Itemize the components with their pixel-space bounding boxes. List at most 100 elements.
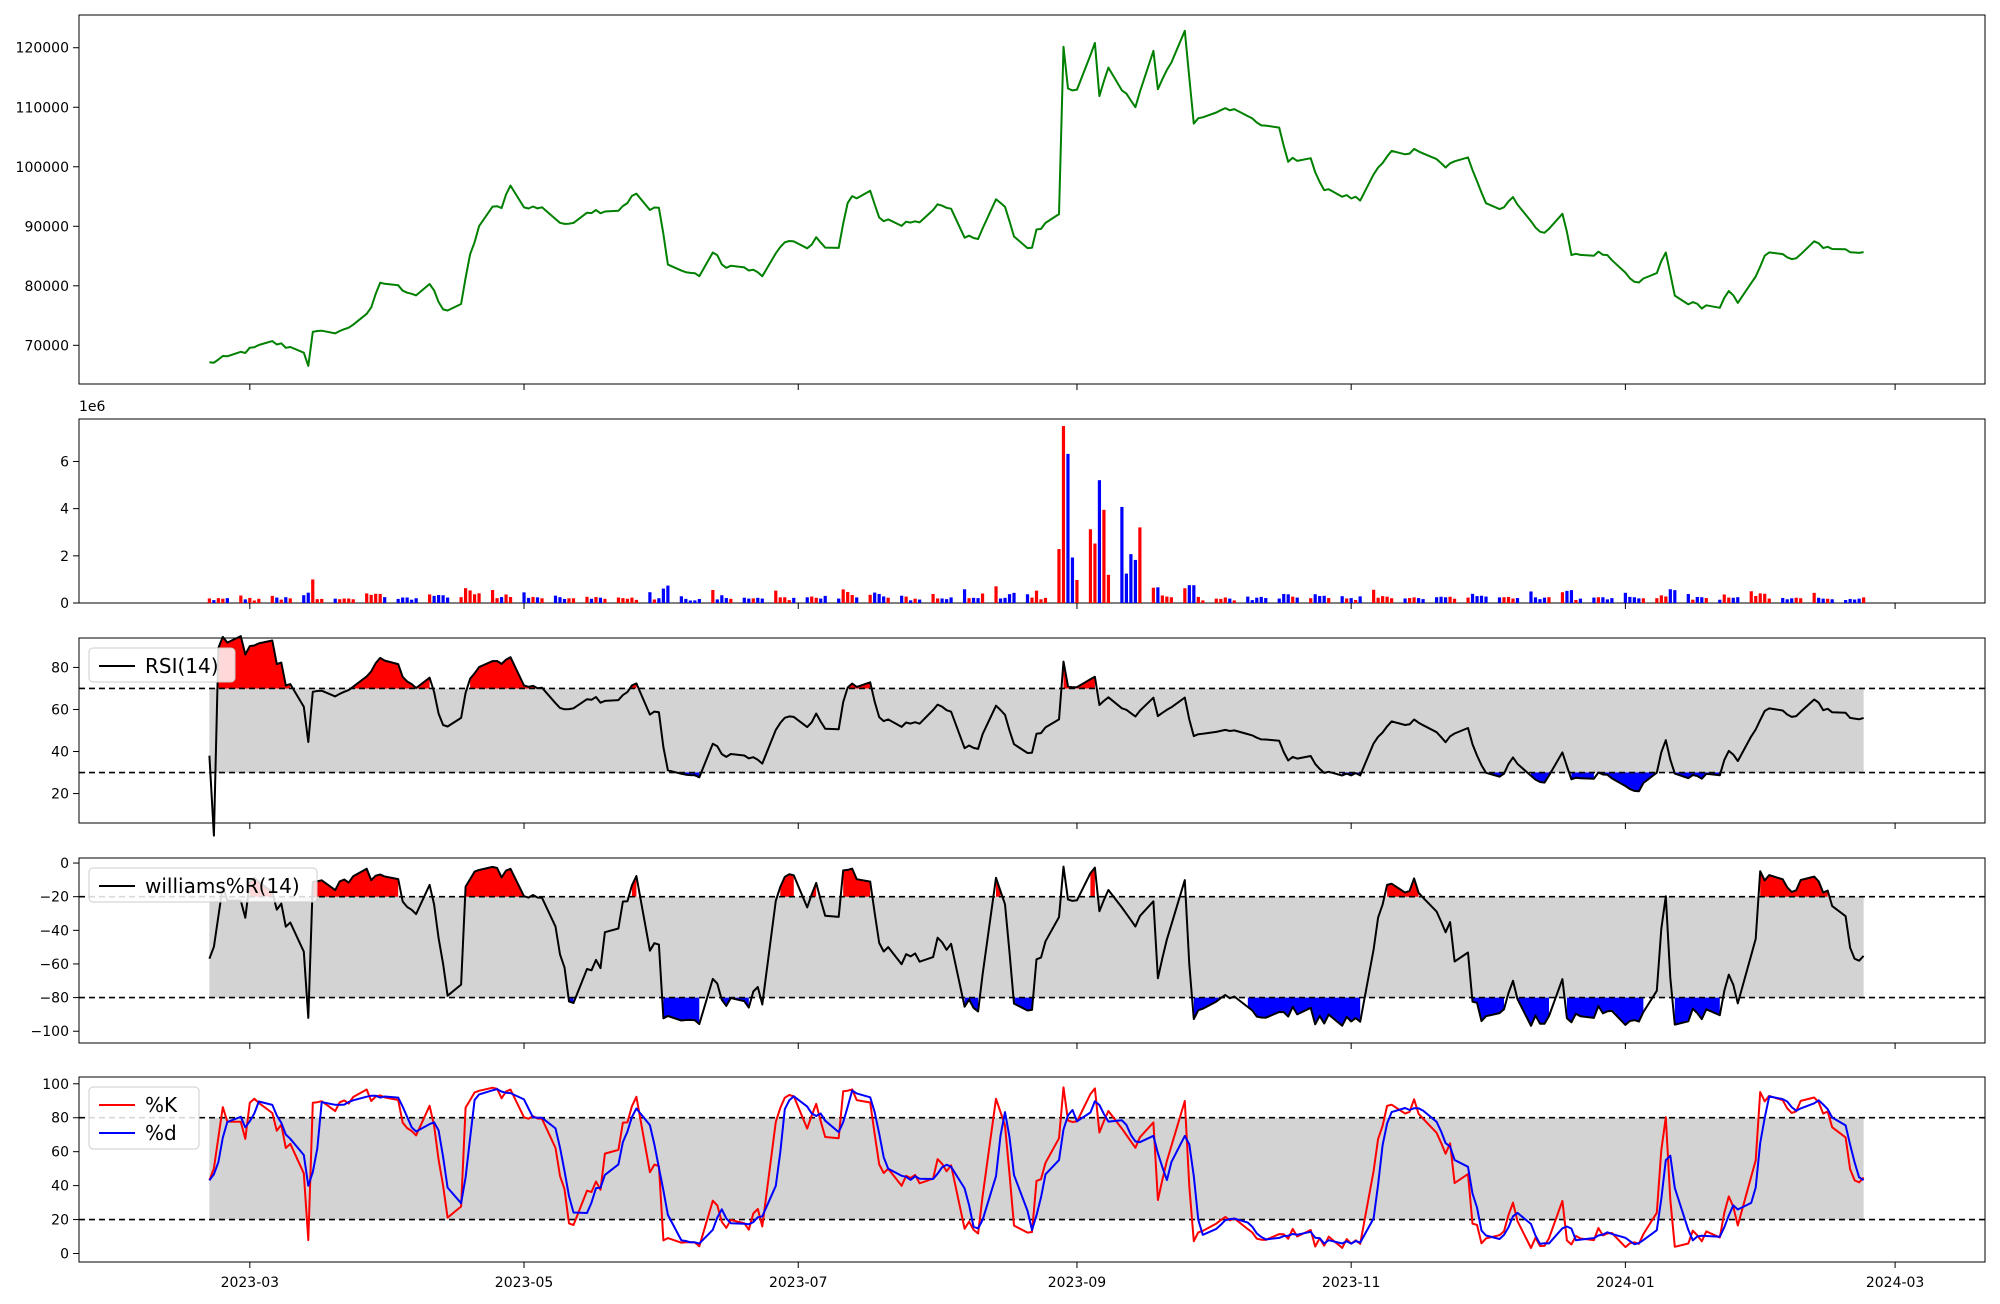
volume-bar [841, 589, 845, 603]
volume-bar [850, 595, 854, 603]
volume-bar [1372, 589, 1376, 603]
price-panel-frame [78, 14, 1986, 385]
volume-bar [225, 598, 229, 603]
volume-bar [410, 599, 414, 603]
volume-bar [724, 598, 728, 603]
y-tick-label: 2 [60, 549, 69, 565]
volume-bar [1700, 597, 1704, 603]
volume-bar [531, 596, 535, 603]
y-tick-label: −20 [39, 890, 69, 906]
volume-bar [774, 590, 778, 603]
volume-bar [1322, 595, 1326, 603]
legend-box [88, 1086, 200, 1150]
volume-bar [284, 597, 288, 603]
williams-r-line [208, 865, 1865, 1027]
volume-bar [980, 593, 985, 603]
volume-bar [477, 593, 481, 603]
volume-bar [1070, 557, 1075, 603]
volume-bar [729, 598, 733, 603]
volume-bar [918, 599, 922, 603]
volume-bar [742, 597, 746, 603]
volume-bar [1443, 597, 1448, 603]
volume-bar [1637, 598, 1641, 603]
volume-bar [459, 597, 463, 603]
volume-bar [1416, 598, 1421, 603]
volume-bar [270, 595, 274, 603]
volume-bar [1327, 598, 1331, 603]
volume-bar [1569, 590, 1574, 603]
volume-bar [1381, 596, 1385, 603]
y-tick-label: 100 [42, 1077, 69, 1093]
volume-bar [616, 597, 621, 603]
volume-bar [1695, 596, 1699, 603]
volume-bar [311, 579, 315, 603]
y-tick-label: −60 [39, 957, 69, 973]
rsi-panel-frame [78, 637, 1986, 824]
y-tick-label: 100000 [16, 160, 69, 176]
volume-bar [904, 596, 908, 603]
volume-bar [1664, 596, 1668, 603]
volume-bar [1466, 597, 1470, 603]
volume-bar [823, 595, 827, 603]
volume-bar [1097, 480, 1102, 603]
volume-bar [715, 599, 719, 603]
volume-bar [302, 595, 306, 603]
volume-bar [1264, 598, 1268, 603]
volume-bar [1313, 594, 1317, 603]
volume-bar [688, 600, 692, 603]
volume-bar [1538, 599, 1542, 603]
volume-bar [1408, 598, 1412, 603]
volume-bar [935, 598, 940, 603]
volume-bar [900, 595, 904, 603]
y-tick-label: 0 [60, 856, 69, 872]
volume-bar [1655, 598, 1659, 603]
volume-bar [239, 595, 243, 603]
volume-bar [365, 593, 369, 603]
volume-bar [634, 599, 639, 603]
volume-bar [1012, 592, 1016, 603]
oversold-fill [213, 772, 1720, 836]
volume-bar [378, 593, 382, 603]
y-tick-label: −40 [39, 923, 69, 939]
price-line [209, 29, 1864, 367]
x-tick-label: 2023-11 [1322, 1275, 1381, 1291]
volume-bar [1484, 596, 1488, 603]
volume-bar [1192, 585, 1196, 603]
volume-bar [940, 598, 944, 603]
volume-bar [1223, 597, 1227, 603]
volume-bar [962, 589, 967, 603]
y-tick-label: 0 [60, 596, 69, 612]
volume-bar [598, 597, 603, 603]
volume-bar [567, 598, 571, 603]
volume-bar [967, 598, 971, 603]
volume-bar [207, 598, 211, 603]
volume-bar [1219, 598, 1223, 603]
volume-bar [1754, 595, 1758, 603]
volume-bar [405, 597, 409, 603]
volume-bar [944, 599, 949, 603]
volume-bar [1817, 597, 1821, 603]
volume-bar [594, 597, 598, 603]
volume-bar [1093, 543, 1097, 603]
neutral-band [209, 896, 1864, 998]
volume-bar [1623, 592, 1627, 603]
volume-bar [243, 599, 247, 603]
volume-bar [1736, 597, 1740, 603]
volume-bar [1668, 589, 1672, 603]
y-tick-label: 6 [60, 454, 69, 470]
volume-bar [1345, 598, 1349, 603]
volume-bar [1506, 596, 1511, 603]
volume-bar [553, 595, 558, 603]
y-tick-label: 40 [51, 1179, 69, 1195]
x-tick-label: 2023-05 [495, 1275, 554, 1291]
volume-bar [1533, 597, 1538, 603]
volume-bar [1156, 587, 1160, 603]
oversold-fill [308, 997, 1738, 1026]
overbought-fill [218, 636, 1095, 689]
y-tick-label: 60 [51, 1145, 69, 1161]
volume-bar [1601, 597, 1605, 603]
volume-bar [333, 598, 337, 603]
volume-bar [1691, 599, 1695, 603]
volume-bar [351, 599, 355, 603]
y-tick-label: 20 [51, 1213, 69, 1229]
